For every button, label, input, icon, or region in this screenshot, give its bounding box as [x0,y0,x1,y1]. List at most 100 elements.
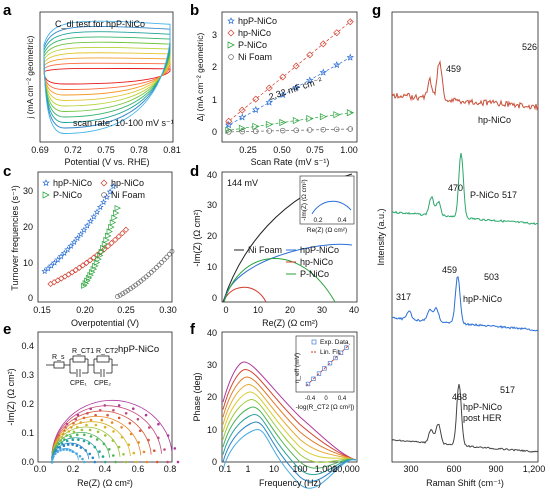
panel-d-inset-xtick-0: 0.2 [313,217,322,224]
panel-e-point [157,422,160,426]
panel-c-point [74,234,81,242]
panel-c-point [77,230,84,238]
panel-d-xtick-0: 0 [223,305,228,315]
panel-f-curve-3 [222,383,357,461]
panel-g-xtick-2: 900 [488,464,503,474]
panel-b-point [252,105,260,114]
panel-d-ytick-2: 20 [207,231,217,241]
cv-loop-70 [43,36,171,118]
panel-b-data [225,18,355,135]
panel-c-point [85,274,93,282]
cv-loop-10 [43,67,171,85]
panel-c-point [93,259,101,266]
panel-b-point [279,90,287,99]
panel-d-legend: Ni Foam hpP-NiCo hp-NiCo P-NiCo [234,245,339,279]
panel-e-point [78,454,82,458]
panel-c-point [61,273,69,280]
panel-b-xtick-1: 0.50 [273,145,291,155]
panel-e-circuit-rs: R_s [52,354,65,361]
panel-c-point [65,271,72,278]
panel-b-point [225,117,233,125]
panel-g-ylabel: Intensity (a.u.) [376,208,386,265]
panel-label-d: d [190,163,199,180]
panel-b-point [238,113,246,121]
panel-c-legend: hpP-NiCo hp-NiCo P-NiCo Ni Foam [42,178,145,200]
panel-f-xtick-1: 1 [245,464,250,474]
panel-c-point [51,279,58,286]
panel-g-xlabel: Raman Shift (cm⁻¹) [426,478,504,488]
panel-b-legend-2-label: P-NiCo [238,40,267,50]
panel-f-curve-6 [222,406,357,469]
panel-f-ytick-3: 30 [207,360,217,370]
panel-b-point [252,95,260,103]
panel-e-point [103,460,107,464]
raman-peak-label: 503 [484,272,499,282]
panel-c-point [80,226,88,233]
panel-e-circuit-rct1: R_CT1 [72,348,94,355]
cv-loop-60 [43,41,171,112]
panel-b-fit-2 [225,112,354,132]
panel-e-point [72,430,76,434]
panel-b-point [293,127,300,134]
panel-label-e: e [3,321,11,338]
panel-b-point [238,124,247,132]
panel-e-point [112,430,115,433]
panel-c-point [122,289,128,295]
panel-d-ytick-4: 40 [207,170,217,180]
panel-b-point [238,106,246,114]
panel-d-inset-ylabel: -Im(Z) (Ω cm²) [301,179,308,220]
panel-e-point [120,426,123,429]
panel-b-legend-0-marker [227,17,235,25]
panel-e: hpP-NiCo R_s R_CT1 R_CT2 CPE₁ CPE₂ 0.0 0… [6,331,180,488]
panel-e-ytick-4: 0.4 [21,341,34,351]
panel-b-point [280,127,286,134]
panel-c-point [82,280,90,287]
panel-e-point [83,433,86,437]
panel-e-point [148,426,151,429]
panel-c-point [70,238,78,246]
panel-a-scan-rate-note: scan rate: 10-100 mV s⁻¹ [73,118,174,128]
panel-e-circuit-cpe1: CPE₁ [70,380,87,387]
panel-a-xtick-2: 0.75 [97,145,115,155]
panel-b-point [225,121,233,129]
panel-b-point [265,98,273,106]
panel-e-point [89,435,93,438]
panel-label-f: f [190,321,196,338]
panel-c-point [103,193,111,200]
panel-f-curve-0 [222,361,357,461]
panel-f-inset-xlabel: -log(R_CT2 [Ω cm²]) [296,404,355,411]
panel-c-point [111,214,118,222]
panel-c-point [81,282,88,289]
panel-b-point [306,51,314,59]
panel-b-legend-1-label: hp-NiCo [238,28,271,38]
panel-d-voltage-note: 144 mV [227,178,258,188]
panel-f-inset-legend-0: Exp. Data [320,339,349,346]
panel-c: hpP-NiCo hp-NiCo P-NiCo Ni Foam 0.15 0.20 0… [10,171,177,328]
panel-d-legend-1-label: hpP-NiCo [300,245,339,255]
raman-series-label-1: P-NiCo [470,190,499,200]
panel-e-point [176,460,180,464]
panel-f-xtick-4: 1,000 [315,464,338,474]
panel-c-point [164,254,170,260]
panel-e-circuit-rct2: R_CT2 [96,348,118,355]
panel-c-point [57,252,65,260]
panel-e-point [117,416,121,420]
panel-c-point [90,213,98,220]
raman-series-label-2: hpP-NiCo [463,294,502,304]
panel-c-point [76,264,83,271]
panel-f-inset-frame [295,335,355,393]
panel-c-legend-1-marker [100,179,108,187]
panel-f-ytick-4: 40 [207,328,217,338]
panel-b-point [292,116,301,125]
panel-e-point [69,435,72,438]
panel-d-curve-2 [223,286,267,303]
panel-e-ytick-0: 0.0 [21,457,34,467]
panel-c-xtick-1: 0.20 [76,305,94,315]
panel-c-point [96,203,104,211]
panel-c-point [84,277,91,284]
panel-g-xtick-0: 300 [403,464,418,474]
panel-d-inset-xlabel: Re(Z) (Ω cm²) [307,227,347,234]
panel-b-point [333,111,341,119]
raman-peak-label: 459 [442,265,457,275]
panel-e-point [104,434,107,437]
